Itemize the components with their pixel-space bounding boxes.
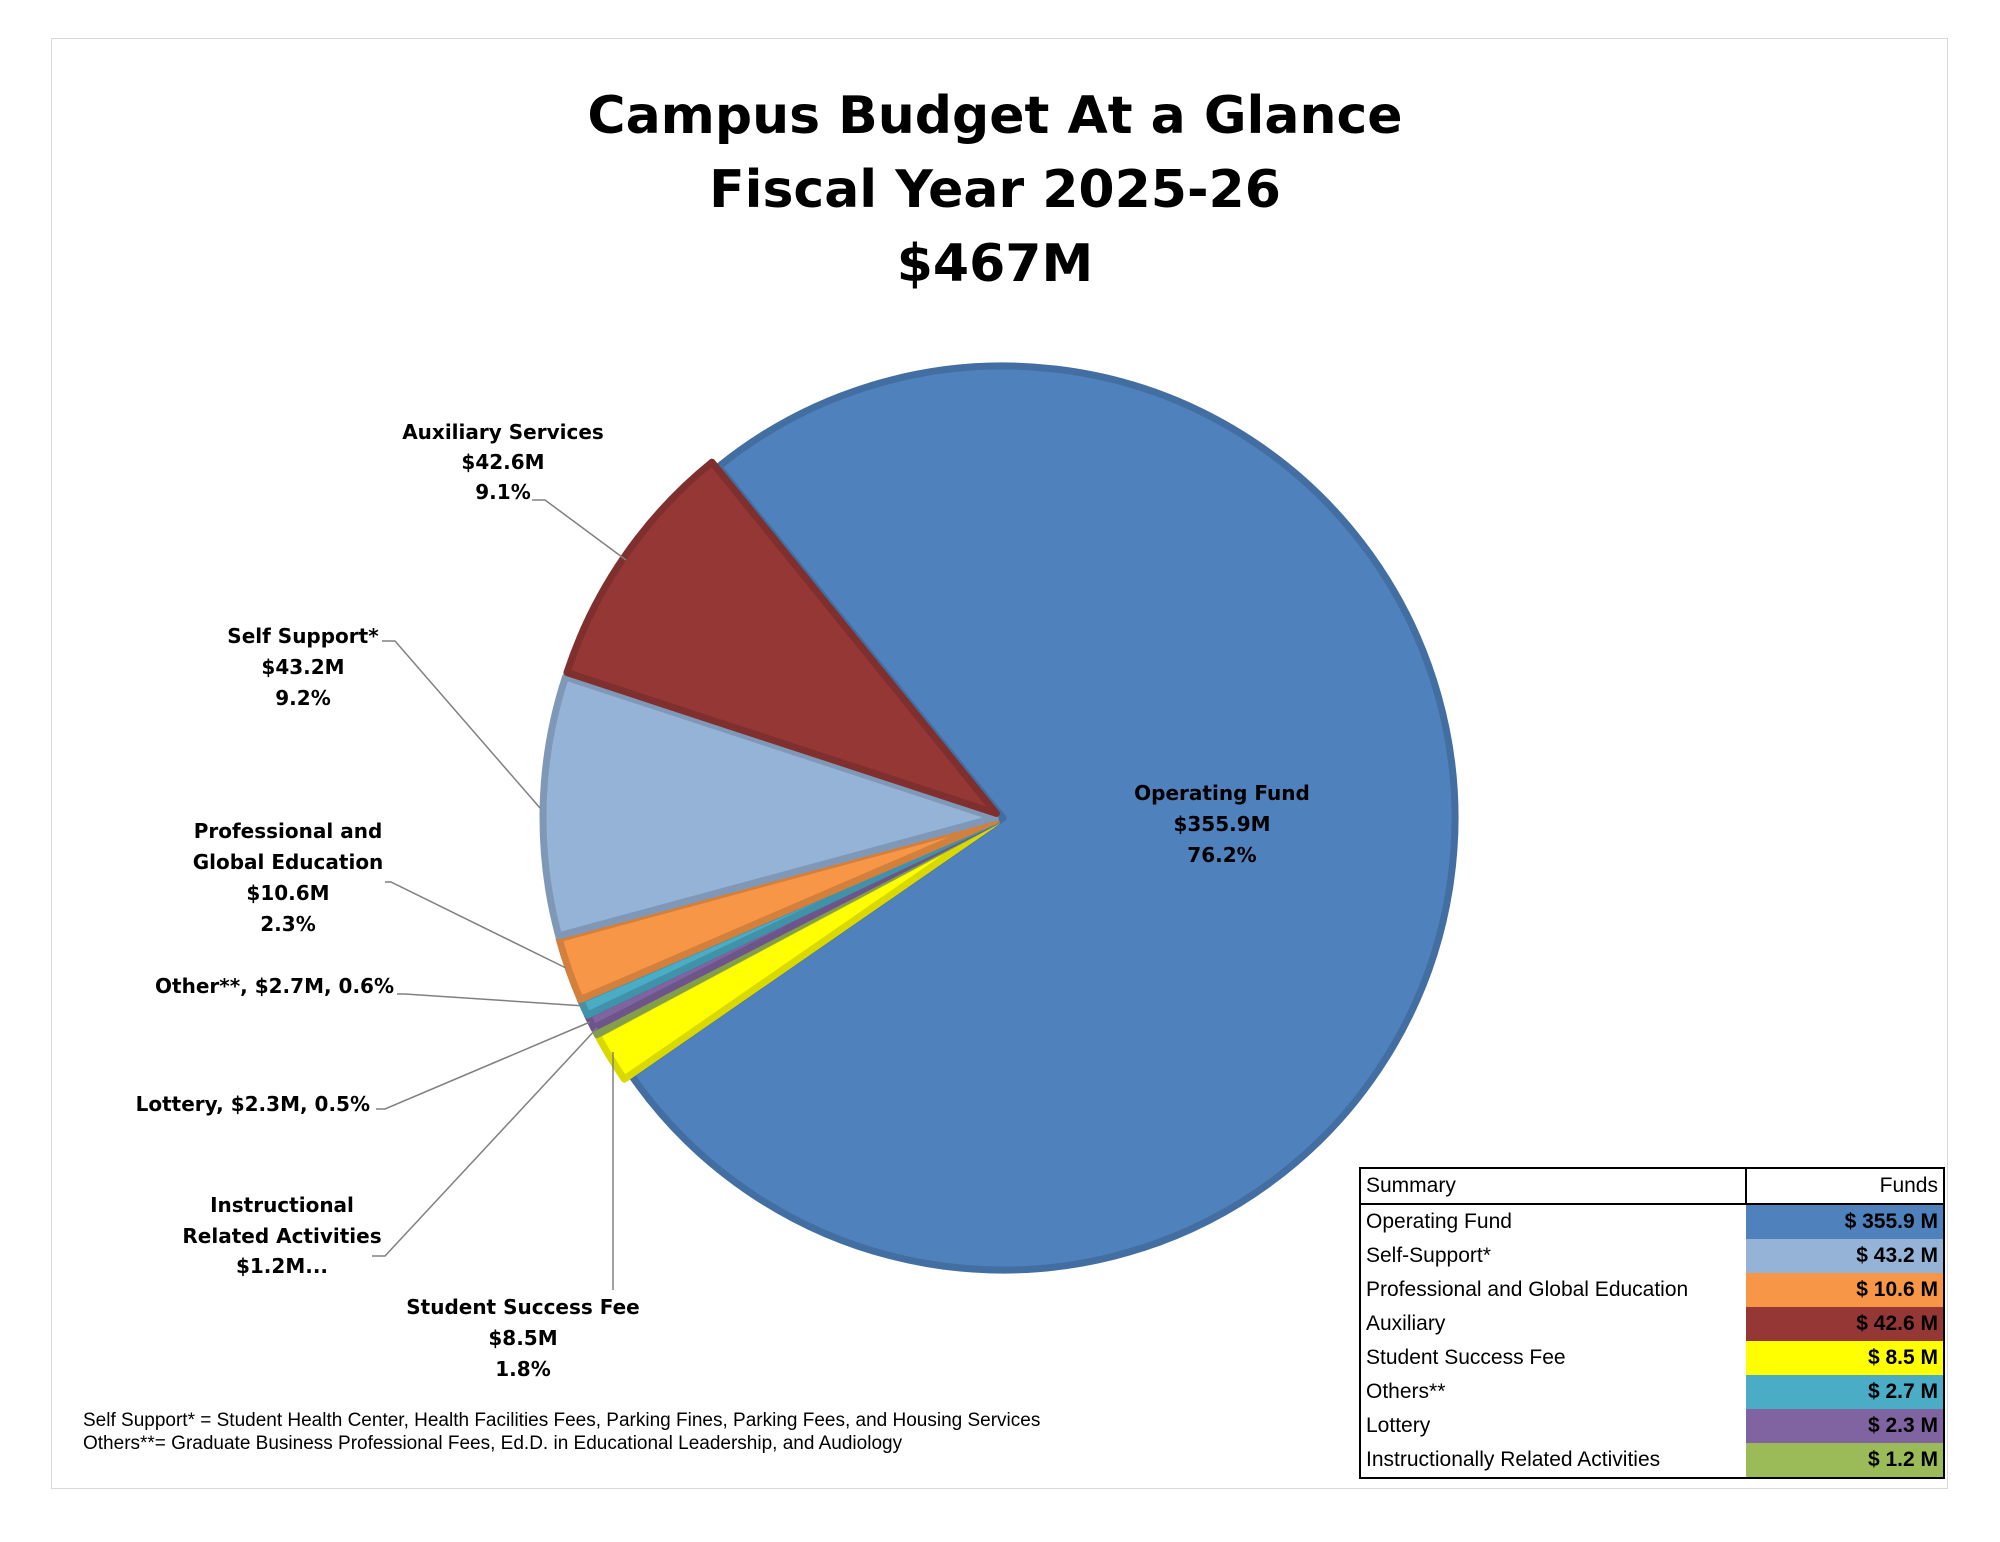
summary-row-label: Instructionally Related Activities [1366,1448,1661,1471]
summary-row: Student Success Fee $ 8.5 M [1360,1341,1944,1375]
label-pge-line-1: Professional and [194,819,383,843]
summary-row-funds: $ 2.3 M [1746,1409,1944,1443]
pie-slice-self-support [539,673,999,940]
summary-row-label: Others** [1366,1380,1446,1403]
summary-row-funds: $ 2.7 M [1746,1375,1944,1409]
summary-row: Self-Support* $ 43.2 M [1360,1239,1944,1273]
pie-slice-operating-fund [627,362,1459,1274]
leader-line-ira [372,1027,598,1257]
summary-header-label: Summary [1360,1168,1747,1205]
summary-row-label: Auxiliary [1366,1312,1446,1335]
leader-line-pge [385,881,567,969]
summary-row: Auxiliary $ 42.6 M [1360,1307,1944,1341]
leader-line-other [397,993,586,1007]
leader-line-lottery [376,1021,591,1110]
label-self-support-value: $43.2M [261,655,344,679]
leader-line-auxiliary [532,499,627,561]
summary-row-funds: $ 355.9 M [1746,1204,1944,1239]
label-ira-line-2: Related Activities [182,1224,381,1248]
summary-row: Others** $ 2.7 M [1360,1375,1944,1409]
summary-row-funds: $ 43.2 M [1746,1239,1944,1273]
summary-header-funds: Funds [1746,1168,1944,1205]
summary-row-label: Self-Support* [1366,1244,1491,1267]
label-ssf-name: Student Success Fee [406,1295,640,1319]
summary-row: Instructionally Related Activities $ 1.2 … [1360,1443,1944,1478]
label-other: Other**, $2.7M, 0.6% [155,974,394,998]
title-line-2: Fiscal Year 2025-26 [709,160,1281,220]
label-pge-value: $10.6M [246,881,329,905]
label-auxiliary-value: $42.6M [461,450,544,474]
summary-row-label: Student Success Fee [1366,1346,1566,1369]
label-auxiliary-percent: 9.1% [475,480,530,504]
leader-line-self-support [382,640,541,809]
label-lottery: Lottery, $2.3M, 0.5% [136,1092,370,1116]
summary-row-funds: $ 42.6 M [1746,1307,1944,1341]
label-operating-name: Operating Fund [1134,781,1310,805]
label-ira-line-1: Instructional [210,1193,354,1217]
pie-slices [539,362,1459,1274]
summary-row-label: Lottery [1366,1414,1431,1437]
summary-row-funds: $ 1.2 M [1746,1443,1944,1478]
label-auxiliary-name: Auxiliary Services [402,420,604,444]
summary-row: Lottery $ 2.3 M [1360,1409,1944,1443]
leader-lines [372,499,627,1290]
summary-row-label: Operating Fund [1366,1210,1512,1233]
label-self-support-percent: 9.2% [275,686,330,710]
footnote-self-support: Self Support* = Student Health Center, H… [83,1410,1041,1431]
data-labels: Operating Fund $355.9M 76.2% Auxiliary S… [136,420,1310,1381]
label-pge-percent: 2.3% [260,912,315,936]
summary-table: Summary Funds Operating Fund $ 355.9 M Sel… [1359,1167,1945,1479]
summary-row-funds: $ 10.6 M [1746,1273,1944,1307]
label-operating-value: $355.9M [1173,812,1270,836]
title-line-3: $467M [897,234,1093,294]
summary-row: Professional and Global Education $ 10.6 … [1360,1273,1944,1307]
summary-row-funds: $ 8.5 M [1746,1341,1944,1375]
summary-row: Operating Fund $ 355.9 M [1360,1204,1944,1239]
pie-slice-auxiliary-services [563,458,1000,817]
label-pge-line-2: Global Education [193,850,384,874]
label-ssf-value: $8.5M [488,1326,557,1350]
title-line-1: Campus Budget At a Glance [587,86,1402,146]
summary-header-row: Summary Funds [1360,1168,1944,1205]
label-operating-percent: 76.2% [1187,843,1256,867]
label-ira-value: $1.2M... [236,1254,328,1278]
label-ssf-percent: 1.8% [495,1357,550,1381]
footnote-others: Others**= Graduate Business Professional… [83,1433,903,1454]
summary-row-label: Professional and Global Education [1366,1278,1689,1301]
chart-frame [51,38,1948,1489]
label-self-support-name: Self Support* [227,624,379,648]
chart-title: Campus Budget At a Glance Fiscal Year 20… [587,86,1402,294]
